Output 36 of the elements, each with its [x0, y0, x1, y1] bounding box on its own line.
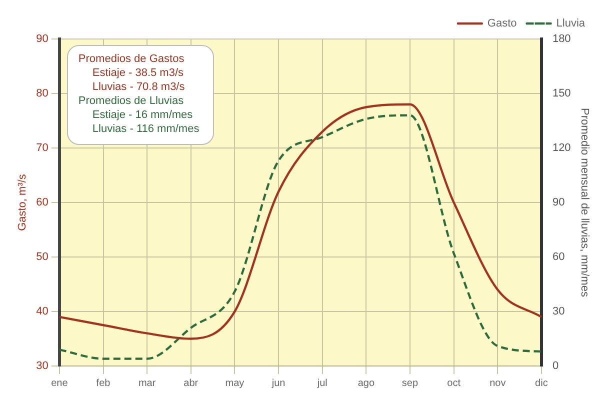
x-tick-label: oct	[447, 378, 461, 389]
y2-tick-label: 30	[552, 306, 565, 318]
y2-axis-title: Promedio mensual de lluvias, mm/mes	[578, 108, 590, 298]
x-tick-label: abr	[184, 378, 199, 389]
x-tick-label: may	[225, 378, 244, 389]
x-tick-label: sep	[402, 378, 418, 389]
y-tick-label: 60	[36, 196, 48, 209]
annotation: Promedios de Gastos	[78, 52, 186, 66]
y-tick-label: 50	[36, 251, 48, 264]
x-tick-label: ene	[51, 378, 68, 389]
annotation: Promedios de Lluvias	[78, 94, 185, 108]
annotation: Lluvias - 116 mm/mes	[91, 122, 200, 136]
y-tick-label: 70	[36, 142, 48, 154]
annotation: Estiaje - 38.5 m3/s	[91, 66, 185, 80]
legend-label: Lluvia	[556, 18, 586, 30]
y2-tick-label: 150	[552, 88, 571, 100]
y2-tick-label: 120	[552, 142, 571, 154]
annotation: Estiaje - 16 mm/mes	[91, 108, 194, 122]
y2-tick-label: 0	[552, 360, 559, 372]
x-tick-label: ago	[358, 378, 375, 389]
y2-tick-label: 90	[552, 196, 565, 209]
y-tick-label: 80	[36, 88, 48, 100]
x-tick-label: nov	[490, 378, 506, 389]
x-tick-label: dic	[535, 378, 548, 389]
x-tick-label: jul	[316, 378, 328, 389]
y2-tick-label: 60	[552, 251, 565, 264]
annotation: Lluvias - 70.8 m3/s	[91, 80, 186, 94]
y-axis-title: Gasto, m³/s	[16, 174, 29, 231]
x-tick-label: feb	[96, 378, 111, 389]
legend-label: Gasto	[487, 18, 517, 30]
x-tick-label: jun	[270, 378, 286, 389]
y-tick-label: 40	[36, 306, 48, 318]
y-tick-label: 90	[36, 33, 48, 46]
x-tick-label: mar	[138, 378, 156, 389]
y2-tick-label: 180	[552, 33, 571, 46]
y-tick-label: 30	[36, 360, 48, 372]
